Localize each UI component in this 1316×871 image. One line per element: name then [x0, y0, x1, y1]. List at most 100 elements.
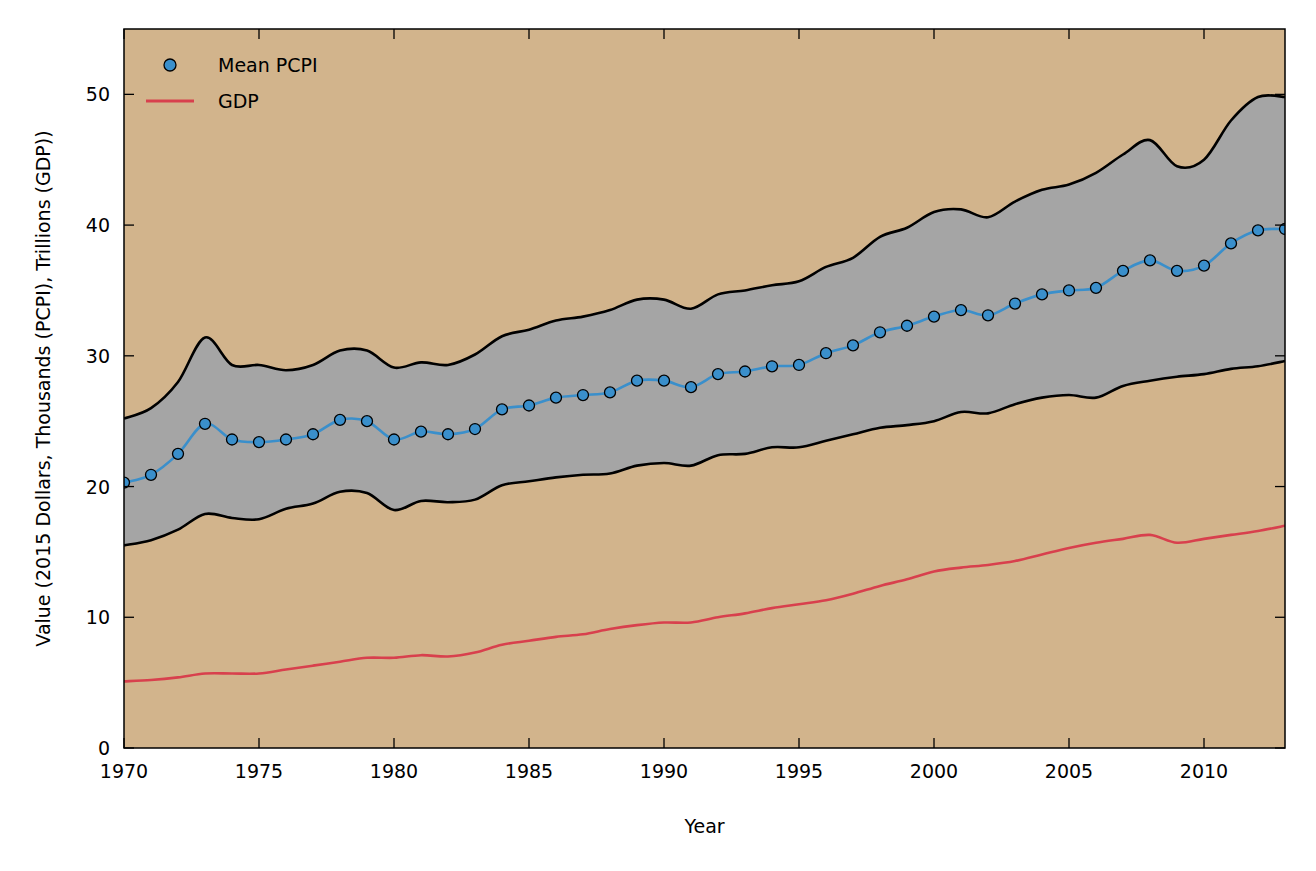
series-marker	[524, 400, 535, 411]
x-tick-label: 2000	[910, 760, 958, 782]
plot-area	[124, 95, 1285, 681]
x-tick-top	[393, 29, 394, 39]
y-tick	[124, 224, 134, 225]
y-tick	[124, 486, 134, 487]
x-tick-top	[933, 29, 934, 39]
x-tick-top	[663, 29, 664, 39]
legend-label: GDP	[218, 90, 259, 112]
y-tick	[124, 747, 134, 748]
legend: Mean PCPI GDP	[146, 54, 318, 112]
series-marker	[956, 305, 967, 316]
legend-line	[146, 100, 194, 103]
series-marker	[713, 369, 724, 380]
series-marker	[1010, 298, 1021, 309]
x-tick	[123, 738, 124, 748]
y-tick	[124, 355, 134, 356]
x-tick-top	[528, 29, 529, 39]
x-tick-top	[798, 29, 799, 39]
y-tick-label: 50	[86, 83, 110, 105]
y-tick-label: 20	[86, 476, 110, 498]
series-marker	[1118, 265, 1129, 276]
y-tick-right	[1275, 617, 1285, 618]
x-tick-label: 1995	[775, 760, 823, 782]
series-marker	[740, 366, 751, 377]
series-marker	[1172, 265, 1183, 276]
y-tick-right	[1275, 94, 1285, 95]
series-marker	[632, 375, 643, 386]
y-tick-right	[1275, 224, 1285, 225]
legend-marker	[164, 59, 176, 71]
x-tick	[258, 738, 259, 748]
series-marker	[875, 327, 886, 338]
series-marker	[659, 375, 670, 386]
series-marker	[173, 448, 184, 459]
x-tick-top	[1068, 29, 1069, 39]
x-tick	[528, 738, 529, 748]
series-marker	[983, 310, 994, 321]
series-marker	[794, 359, 805, 370]
x-tick	[1068, 738, 1069, 748]
y-tick-label: 30	[86, 345, 110, 367]
x-axis-label: Year	[683, 815, 724, 837]
x-tick	[393, 738, 394, 748]
y-tick-label: 10	[86, 606, 110, 628]
series-marker	[686, 382, 697, 393]
series-marker	[551, 392, 562, 403]
series-marker	[929, 311, 940, 322]
series-marker	[578, 390, 589, 401]
series-marker	[362, 416, 373, 427]
series-marker	[416, 426, 427, 437]
y-tick-label: 0	[98, 737, 110, 759]
x-tick-label: 1975	[235, 760, 283, 782]
series-marker	[821, 348, 832, 359]
series-marker	[1199, 260, 1210, 271]
x-tick-top	[1203, 29, 1204, 39]
series-marker	[281, 434, 292, 445]
series-marker	[848, 340, 859, 351]
series-marker	[227, 434, 238, 445]
band-lower	[124, 361, 1285, 545]
y-axis-label: Value (2015 Dollars, Thousands (PCPI), T…	[32, 130, 54, 646]
series-marker	[1253, 225, 1264, 236]
x-tick-label: 1980	[370, 760, 418, 782]
chart: 1970197519801985199019952000200520100102…	[0, 0, 1316, 871]
x-tick	[663, 738, 664, 748]
plot-background	[124, 29, 1285, 748]
y-tick-right	[1275, 355, 1285, 356]
series-marker	[1091, 282, 1102, 293]
plot-frame	[124, 29, 1285, 748]
series-marker	[254, 437, 265, 448]
y-tick	[124, 94, 134, 95]
y-tick	[124, 617, 134, 618]
series-marker	[1037, 289, 1048, 300]
series-line	[124, 526, 1285, 682]
band-upper	[124, 95, 1285, 418]
band-area	[124, 95, 1285, 545]
legend-label: Mean PCPI	[218, 54, 318, 76]
y-tick-right	[1275, 486, 1285, 487]
series-marker	[335, 414, 346, 425]
x-tick-label: 2010	[1180, 760, 1228, 782]
series-marker	[308, 429, 319, 440]
series-marker	[605, 387, 616, 398]
y-tick-right	[1275, 747, 1285, 748]
y-tick-label: 40	[86, 214, 110, 236]
x-tick-label: 1990	[640, 760, 688, 782]
x-tick	[1203, 738, 1204, 748]
series-marker	[389, 434, 400, 445]
series-marker	[1145, 255, 1156, 266]
series-marker	[470, 424, 481, 435]
x-tick	[798, 738, 799, 748]
series-marker	[767, 361, 778, 372]
series-marker	[497, 404, 508, 415]
x-tick-label: 1985	[505, 760, 553, 782]
x-tick-label: 1970	[100, 760, 148, 782]
series-marker	[200, 418, 211, 429]
series-marker	[902, 320, 913, 331]
series-marker	[443, 429, 454, 440]
x-tick-top	[123, 29, 124, 39]
series-marker	[146, 469, 157, 480]
x-tick	[933, 738, 934, 748]
series-line	[124, 229, 1285, 483]
series-marker	[1226, 238, 1237, 249]
